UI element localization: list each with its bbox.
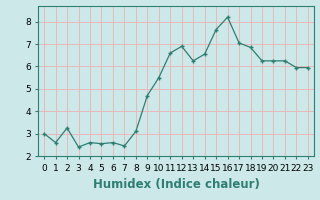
X-axis label: Humidex (Indice chaleur): Humidex (Indice chaleur) (92, 178, 260, 191)
